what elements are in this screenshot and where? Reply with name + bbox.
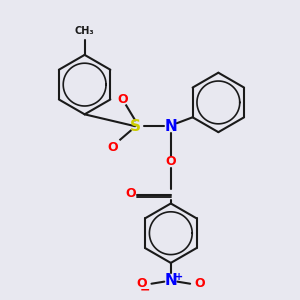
Text: O: O (125, 187, 136, 200)
Text: −: − (140, 284, 150, 297)
Text: O: O (107, 140, 118, 154)
Text: O: O (194, 277, 205, 290)
Text: O: O (137, 277, 147, 290)
Text: N: N (164, 273, 177, 288)
Text: O: O (117, 93, 128, 106)
Text: O: O (166, 155, 176, 168)
Text: +: + (175, 272, 183, 282)
Text: N: N (164, 119, 177, 134)
Text: S: S (130, 119, 141, 134)
Text: CH₃: CH₃ (75, 26, 94, 36)
